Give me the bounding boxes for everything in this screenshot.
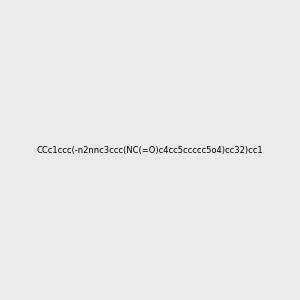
Text: CCc1ccc(-n2nnc3ccc(NC(=O)c4cc5ccccc5o4)cc32)cc1: CCc1ccc(-n2nnc3ccc(NC(=O)c4cc5ccccc5o4)c… [37, 146, 263, 154]
